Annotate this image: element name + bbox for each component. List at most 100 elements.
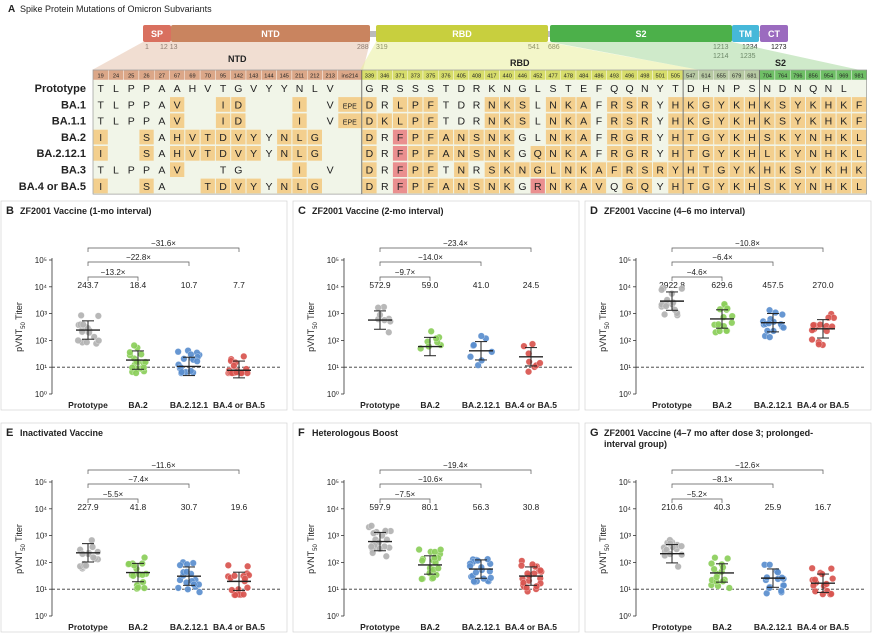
fold-change-label: −10.8× xyxy=(735,239,760,248)
y-axis-label: pVNT50 Titer xyxy=(598,302,611,352)
amino-acid-label: N xyxy=(488,181,496,193)
data-point xyxy=(224,561,232,569)
amino-acid-label: P xyxy=(128,116,135,128)
x-category-label: BA.2.12.1 xyxy=(170,400,209,410)
mutation-cell xyxy=(760,113,775,129)
amino-acid-label: H xyxy=(173,148,181,160)
fold-change-label: −11.6× xyxy=(151,461,176,470)
mutation-cell xyxy=(836,146,851,161)
fold-change-label: −23.4× xyxy=(443,239,468,248)
amino-acid-label: N xyxy=(549,116,557,128)
mutation-cell xyxy=(545,146,561,161)
data-point xyxy=(723,327,731,335)
mutation-cell xyxy=(790,178,805,194)
amino-acid-label: D xyxy=(779,83,787,95)
amino-acid-label: N xyxy=(503,83,511,95)
mutation-cell xyxy=(215,178,231,194)
mutation-cell xyxy=(500,113,515,129)
amino-acid-label: G xyxy=(311,181,319,193)
position-header-label: 501 xyxy=(655,74,664,80)
data-point xyxy=(474,557,482,565)
fold-bracket xyxy=(671,483,774,488)
fold-change-label: −19.4× xyxy=(443,461,468,470)
fold-bracket xyxy=(379,261,482,266)
mutation-cell xyxy=(545,178,561,194)
position-header-label: 498 xyxy=(640,74,649,80)
amino-acid-label: D xyxy=(366,132,374,144)
y-tick-label: 10⁰ xyxy=(35,612,47,621)
x-category-label: BA.4 or BA.5 xyxy=(505,400,557,410)
mutation-cell xyxy=(760,146,775,161)
amino-acid-label: T xyxy=(688,132,695,144)
mutation-cell xyxy=(423,113,438,129)
y-axis-label-rest: Titer xyxy=(306,524,316,544)
fold-bracket xyxy=(671,261,774,266)
mutation-cell xyxy=(200,178,215,194)
amino-acid-label: D xyxy=(366,99,374,111)
amino-acid-label: A xyxy=(442,181,449,193)
mutation-cell xyxy=(362,113,377,129)
position-header-label: 213 xyxy=(325,74,334,80)
amino-acid-label: N xyxy=(549,148,557,160)
mutation-cell xyxy=(362,178,377,194)
panel-frame xyxy=(292,422,580,633)
x-category-label: BA.2 xyxy=(712,400,732,410)
amino-acid-label: R xyxy=(641,132,649,144)
gmt-label: 41.0 xyxy=(473,280,490,290)
amino-acid-label: L xyxy=(764,148,770,160)
variant-row-label: BA.1.1 xyxy=(52,116,86,128)
fold-bracket xyxy=(379,483,482,488)
amino-acid-label: S xyxy=(748,83,755,95)
mutation-cell xyxy=(760,129,775,145)
mutation-cell xyxy=(851,129,867,145)
y-tick-label: 10⁵ xyxy=(619,256,631,265)
amino-acid-label: G xyxy=(365,83,373,95)
amino-acid-label: N xyxy=(809,132,817,144)
amino-acid-label: R xyxy=(473,165,481,177)
amino-acid-label: I xyxy=(222,116,225,128)
amino-acid-label: Y xyxy=(250,132,257,144)
data-point xyxy=(437,546,445,554)
position-header-label: 655 xyxy=(717,74,726,80)
gmt-label: 7.7 xyxy=(233,280,245,290)
amino-acid-label: K xyxy=(733,99,740,111)
y-axis-label-rest: Titer xyxy=(14,524,24,544)
amino-acid-label: F xyxy=(856,116,862,128)
y-tick-label: 10⁵ xyxy=(327,478,339,487)
panel-title: ZF2001 Vaccine (4–7 mo after dose 3; pro… xyxy=(604,428,813,438)
mutation-cell xyxy=(698,113,714,129)
data-point xyxy=(74,336,82,344)
amino-acid-label: Y xyxy=(657,83,664,95)
position-header-label: 375 xyxy=(426,74,435,80)
mutation-cell xyxy=(576,129,591,145)
data-point xyxy=(716,327,724,335)
fold-bracket xyxy=(671,276,723,281)
position-header-label: 856 xyxy=(808,74,817,80)
mutation-cell xyxy=(851,146,867,161)
amino-acid-label: S xyxy=(550,83,557,95)
gmt-label: 40.3 xyxy=(714,502,731,512)
mutation-cell xyxy=(231,97,246,112)
amino-acid-label: Y xyxy=(794,181,801,193)
y-tick-label: 10³ xyxy=(327,532,339,541)
mutation-cell xyxy=(806,146,821,161)
data-point xyxy=(176,561,184,569)
data-point xyxy=(477,332,485,340)
gmt-label: 41.8 xyxy=(130,502,147,512)
panel-letter: D xyxy=(590,205,598,217)
mutation-cell xyxy=(500,178,515,194)
fold-change-label: −13.2× xyxy=(101,268,126,277)
gmt-label: 16.7 xyxy=(815,502,832,512)
data-point xyxy=(89,543,97,551)
amino-acid-label: G xyxy=(518,132,526,144)
amino-acid-label: I xyxy=(99,132,102,144)
amino-acid-label: H xyxy=(748,132,756,144)
data-point xyxy=(178,368,186,376)
mutation-cell xyxy=(698,129,714,145)
mutation-cell xyxy=(408,129,423,145)
amino-acid-label: Q xyxy=(534,148,542,160)
data-point xyxy=(180,355,188,363)
amino-acid-label: N xyxy=(488,132,496,144)
domain-label: NTD xyxy=(261,29,280,39)
data-point xyxy=(661,311,669,318)
